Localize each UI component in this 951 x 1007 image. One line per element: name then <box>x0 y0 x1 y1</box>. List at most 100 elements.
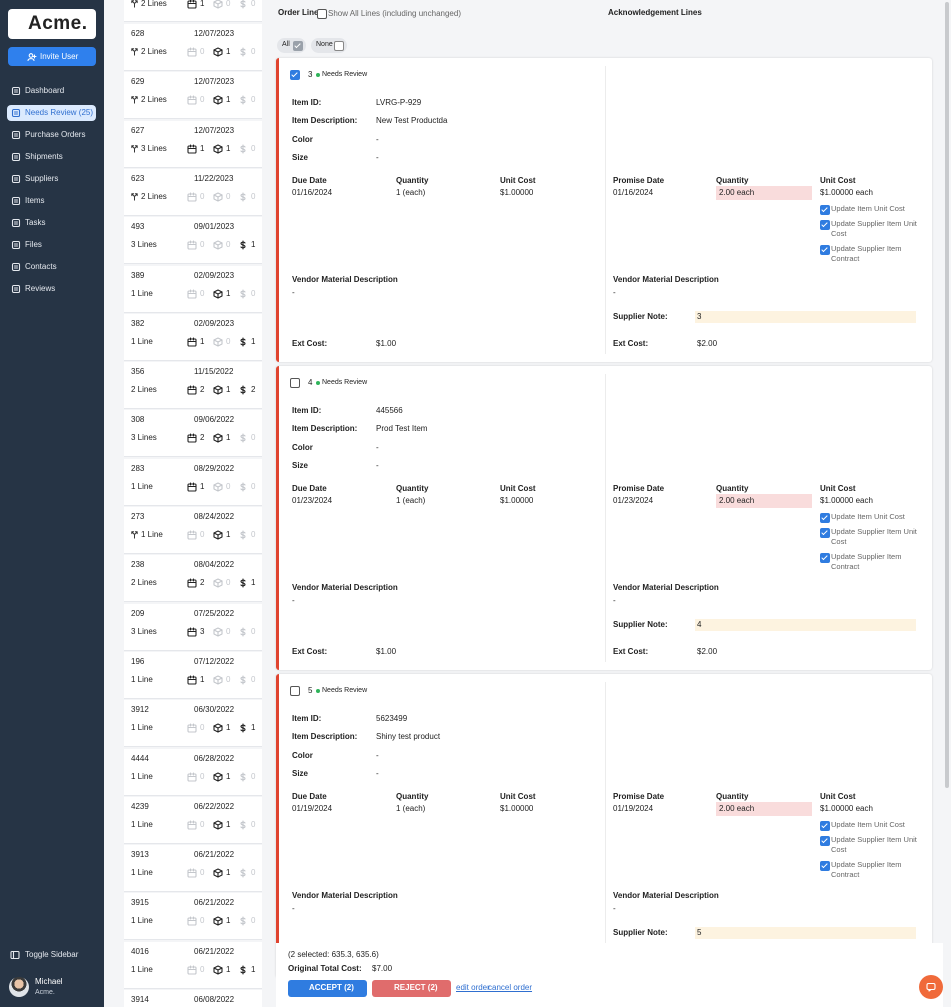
nav-item[interactable]: Files <box>7 237 96 253</box>
order-item[interactable]: 389 02/09/2023 1 Line 0 1 0 <box>124 265 262 313</box>
promise-date: 01/16/2024 <box>613 188 654 197</box>
count-value: 0 <box>251 47 256 56</box>
nav-item[interactable]: Needs Review (25) <box>7 105 96 121</box>
ack-ext-cost: $2.00 <box>697 647 718 656</box>
option-checkbox[interactable] <box>820 861 830 871</box>
split-icon <box>130 192 139 201</box>
order-lines: 1 Line <box>141 530 163 539</box>
order-item[interactable]: 4444 06/28/2022 1 Line 0 1 0 <box>124 748 262 796</box>
order-item[interactable]: 628 12/07/2023 2 Lines 0 1 0 <box>124 24 262 71</box>
option-label[interactable]: Update Supplier Item Contract <box>831 552 902 571</box>
nav-item[interactable]: Dashboard <box>7 83 96 99</box>
option-checkbox[interactable] <box>820 528 830 538</box>
show-all-label[interactable]: Show All Lines (including unchanged) <box>328 9 461 18</box>
promise-date: 01/23/2024 <box>613 496 654 505</box>
order-number: 356 <box>131 367 145 377</box>
field-value: - <box>376 769 379 778</box>
order-item[interactable]: 308 09/06/2022 3 Lines 2 1 0 <box>124 410 262 458</box>
order-item[interactable]: 196 07/12/2022 1 Line 1 0 0 <box>124 651 262 699</box>
show-all-checkbox[interactable] <box>317 9 327 19</box>
nav-icon <box>11 284 21 294</box>
order-line-card: 3 Needs Review Item ID: LVRG-P-929 Item Desc… <box>276 58 932 362</box>
order-number: 196 <box>131 656 145 666</box>
order-number: 389 <box>131 270 145 280</box>
nav-item[interactable]: Contacts <box>7 259 96 275</box>
option-checkbox[interactable] <box>820 245 830 255</box>
count-icon <box>238 47 248 57</box>
option-checkbox[interactable] <box>820 821 830 831</box>
order-item[interactable]: 623 11/22/2023 2 Lines 0 0 0 <box>124 168 262 216</box>
ack-vendor-description: - <box>613 288 616 297</box>
option-label[interactable]: Update Supplier Item Contract <box>831 860 902 879</box>
nav-item[interactable]: Tasks <box>7 215 96 231</box>
count-value: 2 <box>200 385 205 395</box>
footer-bar: (2 selected: 635.3, 635.6) Original Total… <box>276 943 943 1007</box>
field-label: Supplier Note: <box>613 928 668 937</box>
order-item[interactable]: 3912 06/30/2022 1 Line 0 1 1 <box>124 700 262 748</box>
order-item[interactable]: 4016 06/21/2022 1 Line 0 1 1 <box>124 941 262 989</box>
order-item[interactable]: 3913 06/21/2022 1 Line 0 1 0 <box>124 845 262 893</box>
option-label[interactable]: Update Supplier Item Contract <box>831 244 902 263</box>
option-label[interactable]: Update Supplier Item Unit Cost <box>831 219 917 238</box>
count-icon <box>187 95 197 105</box>
nav-icon <box>11 196 21 206</box>
option-label[interactable]: Update Supplier Item Unit Cost <box>831 835 917 854</box>
scrollbar-thumb <box>945 2 949 788</box>
edit-order-link[interactable]: edit order <box>456 983 490 992</box>
nav-item[interactable]: Shipments <box>7 149 96 165</box>
count-value: 1 <box>226 385 231 395</box>
split-icon <box>130 530 139 539</box>
option-checkbox[interactable] <box>820 553 830 563</box>
line-checkbox[interactable] <box>290 686 300 696</box>
line-checkbox[interactable] <box>290 70 300 80</box>
cancel-order-link[interactable]: cancel order <box>488 983 533 992</box>
nav-item[interactable]: Reviews <box>7 281 96 297</box>
accept-button[interactable]: ACCEPT (2) <box>288 980 367 997</box>
order-item[interactable]: 4239 06/22/2022 1 Line 0 1 0 <box>124 796 262 844</box>
count-value: 1 <box>200 0 205 8</box>
chat-button[interactable] <box>919 975 943 999</box>
option-checkbox[interactable] <box>820 836 830 846</box>
filter-checkbox <box>293 41 303 51</box>
order-item[interactable]: 3914 06/08/2022 <box>124 990 262 1007</box>
order-item[interactable]: 627 12/07/2023 3 Lines 1 1 0 <box>124 120 262 168</box>
ack-ext-cost: $2.00 <box>697 339 718 348</box>
order-item[interactable]: 2 Lines 1 0 0 <box>124 0 262 22</box>
status-dot <box>316 73 320 77</box>
order-item[interactable]: 283 08/29/2022 1 Line 1 0 0 <box>124 458 262 506</box>
filter-chip[interactable]: None <box>311 38 347 53</box>
line-checkbox[interactable] <box>290 378 300 388</box>
invite-user-button[interactable]: Invite User <box>8 47 96 66</box>
count-value: 0 <box>200 288 205 298</box>
order-item[interactable]: 356 11/15/2022 2 Lines 2 1 2 <box>124 362 262 410</box>
count-value: 0 <box>251 0 256 8</box>
field-label: Item Description: <box>292 732 358 741</box>
order-item[interactable]: 3915 06/21/2022 1 Line 0 1 0 <box>124 893 262 941</box>
option-label[interactable]: Update Item Unit Cost <box>831 512 905 521</box>
nav-item[interactable]: Suppliers <box>7 171 96 187</box>
filter-chip[interactable]: All <box>277 38 306 53</box>
order-item[interactable]: 629 12/07/2023 2 Lines 0 1 0 <box>124 72 262 120</box>
option-checkbox[interactable] <box>820 220 830 230</box>
order-item[interactable]: 209 07/25/2022 3 Lines 3 0 0 <box>124 603 262 651</box>
order-lines: 2 Lines <box>141 47 167 56</box>
nav-item[interactable]: Items <box>7 193 96 209</box>
order-number: 493 <box>131 222 145 232</box>
order-item[interactable]: 238 08/04/2022 2 Lines 2 0 1 <box>124 555 262 603</box>
split-icon <box>130 47 139 56</box>
nav-item[interactable]: Purchase Orders <box>7 127 96 143</box>
order-number: 3915 <box>131 898 149 908</box>
order-item[interactable]: 273 08/24/2022 1 Line 0 1 0 <box>124 507 262 554</box>
count-icon <box>238 385 248 395</box>
toggle-sidebar[interactable]: Toggle Sidebar <box>7 947 97 963</box>
option-checkbox[interactable] <box>820 513 830 523</box>
option-label[interactable]: Update Item Unit Cost <box>831 204 905 213</box>
order-item[interactable]: 493 09/01/2023 3 Lines 0 0 1 <box>124 217 262 265</box>
option-checkbox[interactable] <box>820 205 830 215</box>
order-item[interactable]: 382 02/09/2023 1 Line 1 0 1 <box>124 313 262 361</box>
option-label[interactable]: Update Item Unit Cost <box>831 820 905 829</box>
reject-button[interactable]: REJECT (2) <box>372 980 451 997</box>
option-label[interactable]: Update Supplier Item Unit Cost <box>831 527 917 546</box>
order-date: 12/07/2023 <box>194 77 235 87</box>
count-icon <box>187 771 197 782</box>
